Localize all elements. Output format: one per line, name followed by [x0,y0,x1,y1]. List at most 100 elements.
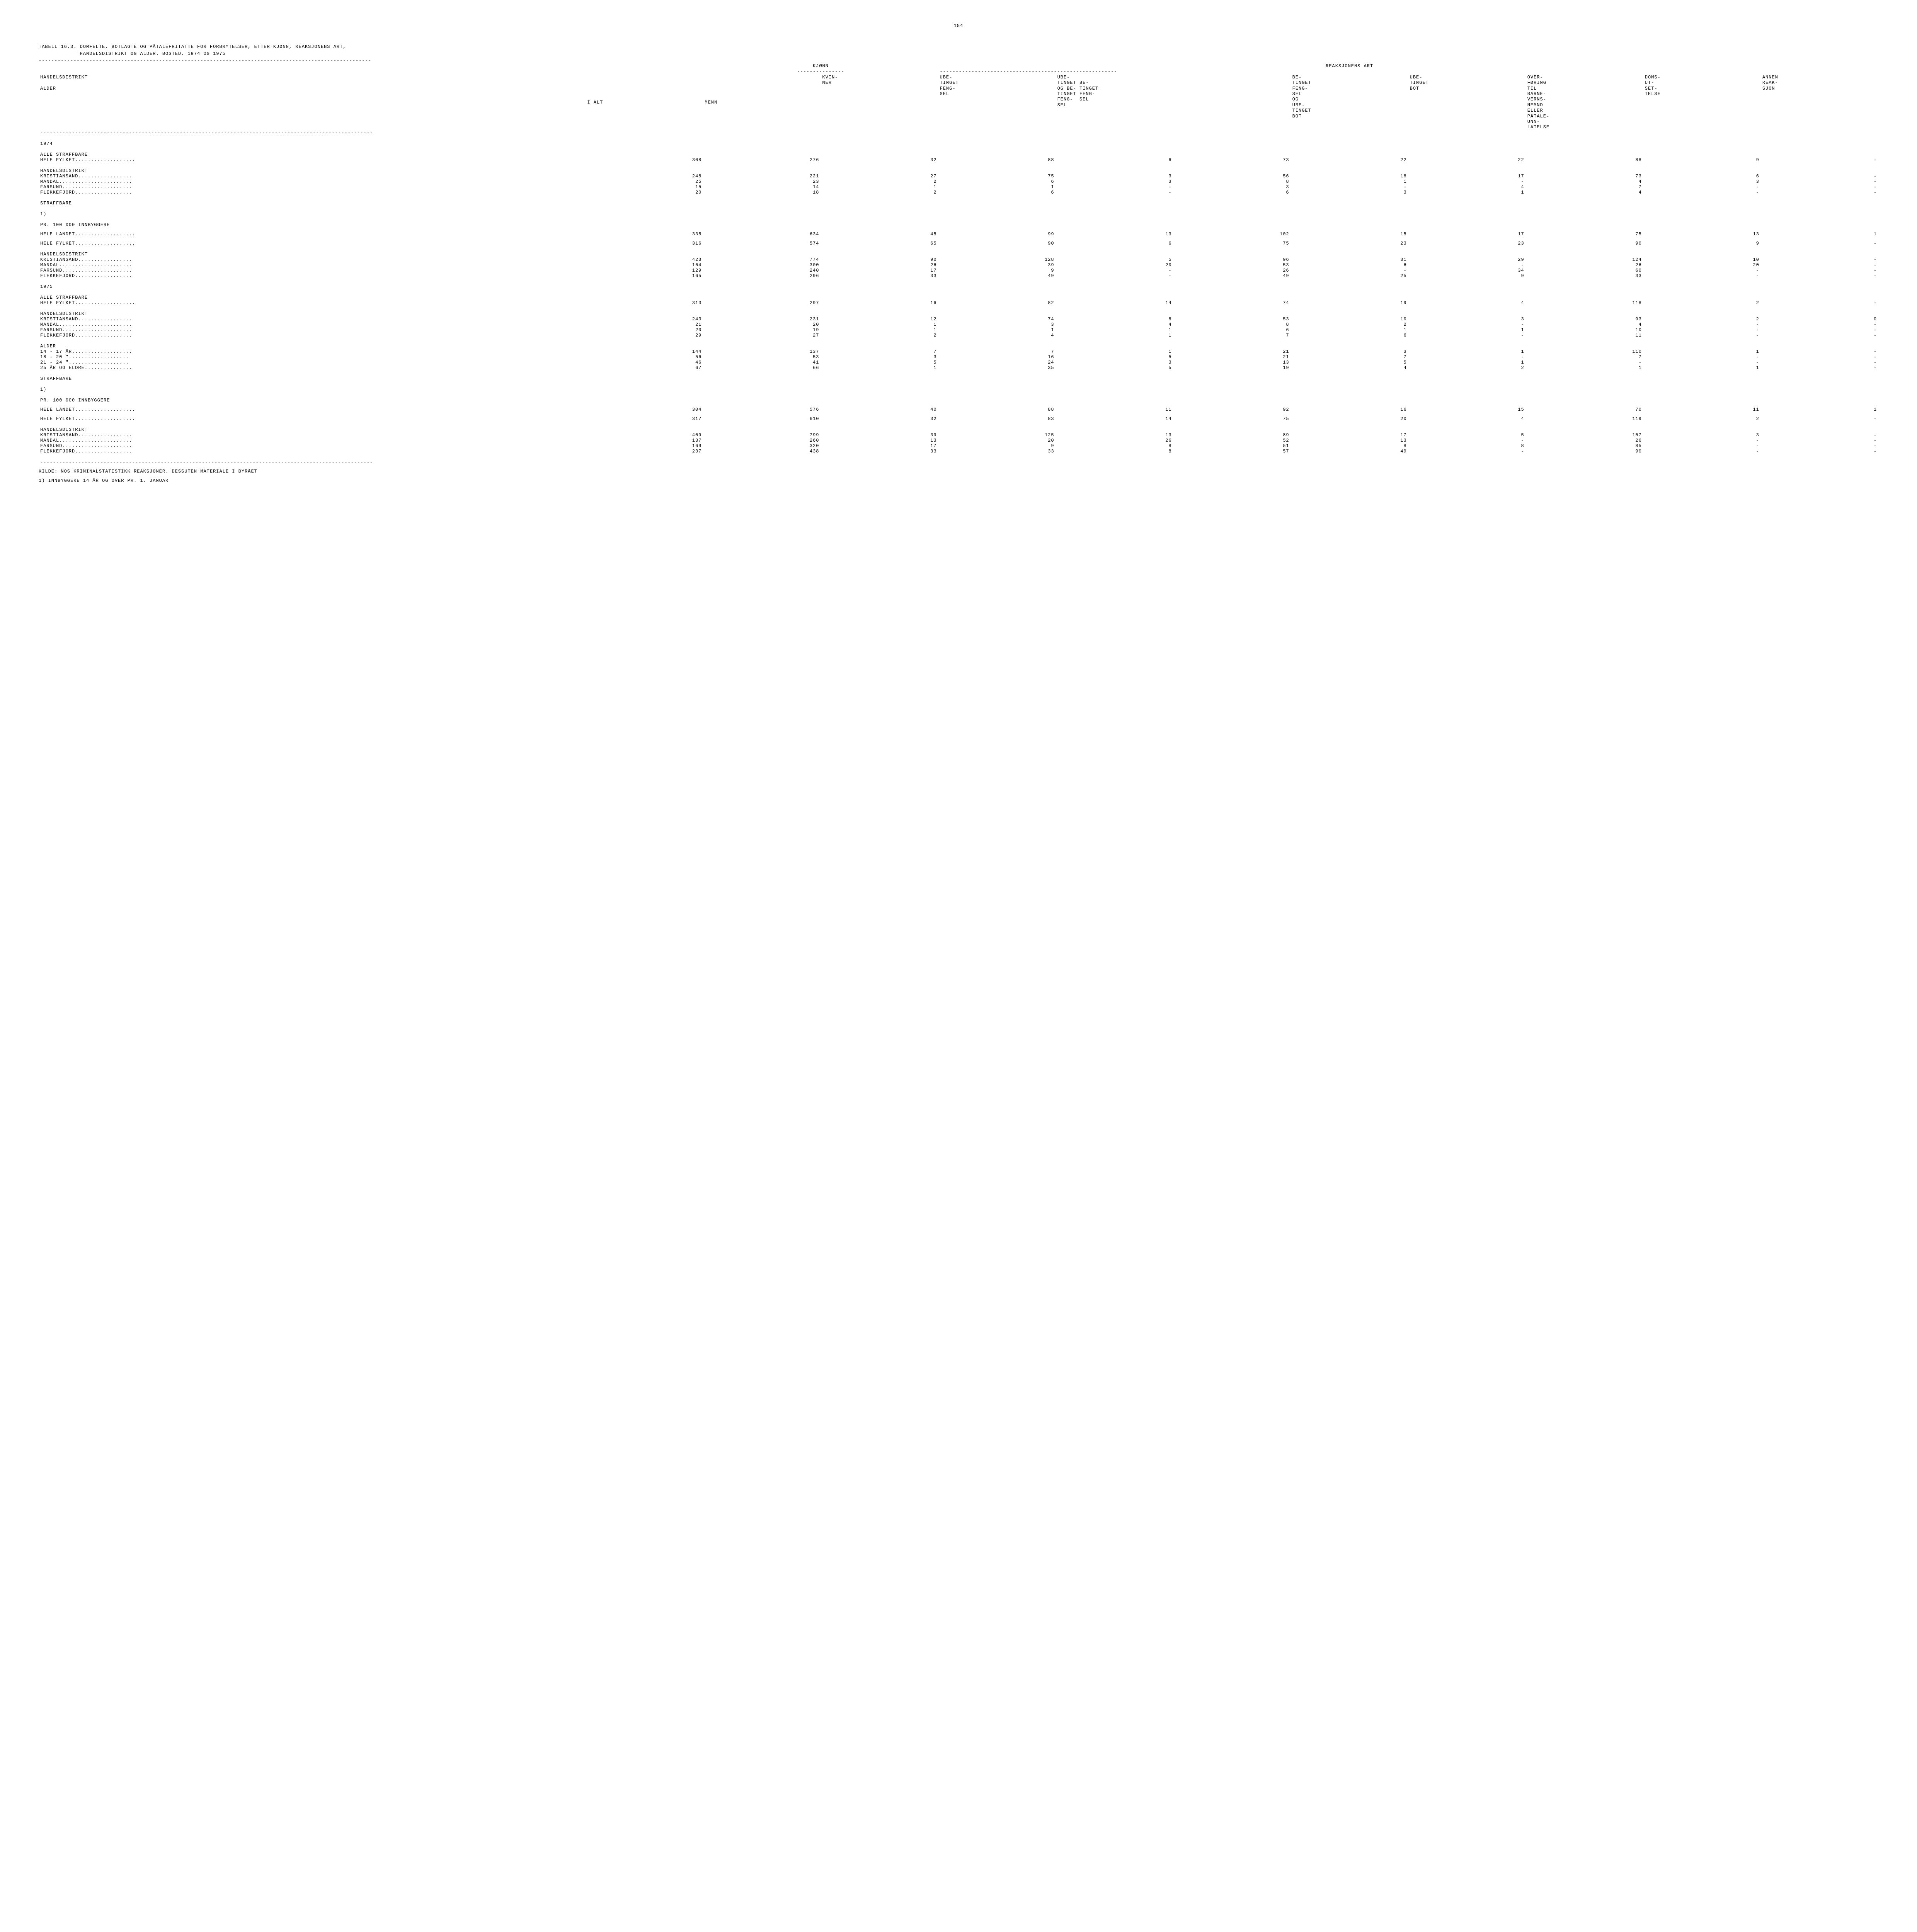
cell: 6 [1291,333,1408,338]
cell: 32 [821,416,938,422]
cell: 22 [1291,157,1408,163]
cell: 137 [703,349,821,354]
cell: 1 [1408,327,1526,333]
cell: 2 [1408,365,1526,371]
cell: - [1761,262,1878,268]
table-row: HELE FYLKET...................3165746590… [39,241,1878,246]
cell: 4 [1408,184,1526,190]
table-row: PR. 100 000 INNBYGGERE [39,217,1878,228]
cell: 70 [1526,407,1643,412]
cell: - [1761,268,1878,273]
row-label-bottom: ALDER [40,86,56,91]
section-heading: ALLE STRAFFBARE [39,146,1878,157]
table-row: FARSUND......................16932017985… [39,443,1878,449]
col-overforing: OVER- FØRING TIL BARNE- VERNS- NEMND ELL… [1526,75,1643,130]
cell: 17 [821,443,938,449]
cell: 1 [938,327,1056,333]
cell: 26 [1173,268,1291,273]
table-row: ALLE STRAFFBARE [39,146,1878,157]
cell: 128 [938,257,1056,262]
cell: 4 [1408,416,1526,422]
cell: 17 [1291,432,1408,438]
cell: 1 [1056,333,1173,338]
cell: 56 [586,354,703,360]
year-heading: 1975 [39,279,1878,289]
cell: 90 [821,257,938,262]
subrule-2: ----------------------------------------… [938,69,1878,74]
cell: 52 [1173,438,1291,443]
cell: 15 [1408,407,1526,412]
cell: 320 [703,443,821,449]
cell: 5 [1291,360,1408,365]
table-row: HANDELSDISTRIKT [39,306,1878,316]
cell: 6 [1173,327,1291,333]
cell: 221 [703,173,821,179]
cell: 1 [1408,360,1526,365]
cell: 10 [1526,327,1643,333]
table-row: FLEKKEFJORD..................292724176-1… [39,333,1878,338]
cell: - [1408,262,1526,268]
page-number: 154 [39,23,1878,29]
cell: 3 [1643,432,1761,438]
cell: - [1643,360,1761,365]
table-row: HELE LANDET...................3356344599… [39,231,1878,237]
cell: 53 [1173,316,1291,322]
table-row: 14 - 17 ÅR...................14413777121… [39,349,1878,354]
cell: 237 [586,449,703,454]
cell: 7 [938,349,1056,354]
row-label: FARSUND...................... [39,268,586,273]
cell: 297 [703,300,821,306]
cell: 35 [938,365,1056,371]
cell: 125 [938,432,1056,438]
section-heading: STRAFFBARE [39,371,1878,381]
table-row: HELE FYLKET...................3082763288… [39,157,1878,163]
cell: 1 [821,327,938,333]
col-domsutsettelse: DOMS- UT- SET- TELSE [1643,75,1761,130]
section-heading: ALLE STRAFFBARE [39,289,1878,300]
cell: 14 [1056,300,1173,306]
cell: 20 [1643,262,1761,268]
table-row: FARSUND......................20191116111… [39,327,1878,333]
cell: 144 [586,349,703,354]
cell: - [1408,179,1526,184]
cell: 66 [703,365,821,371]
cell: 3 [938,322,1056,327]
row-label: KRISTIANSAND................. [39,173,586,179]
table-row: 25 ÅR OG ELDRE...............67661355194… [39,365,1878,371]
cell: - [1761,179,1878,184]
cell: 5 [1056,354,1173,360]
row-label: FLEKKEFJORD.................. [39,333,586,338]
cell: 51 [1173,443,1291,449]
cell: 6 [938,190,1056,195]
cell: 164 [586,262,703,268]
cell: 24 [938,360,1056,365]
cell: 3 [1291,349,1408,354]
cell: - [1761,349,1878,354]
cell: 15 [1291,231,1408,237]
cell: 75 [1173,241,1291,246]
cell: 74 [1173,300,1291,306]
row-label: HELE FYLKET................... [39,300,586,306]
section-heading: HANDELSDISTRIKT [39,246,1878,257]
row-label: 21 - 24 "................... [39,360,586,365]
cell: - [1761,360,1878,365]
row-label: HELE FYLKET................... [39,241,586,246]
cell: 243 [586,316,703,322]
table-row: FLEKKEFJORD..................201826-6314… [39,190,1878,195]
cell: - [1761,354,1878,360]
cell: 3 [1408,316,1526,322]
cell: 96 [1173,257,1291,262]
row-label: MANDAL....................... [39,438,586,443]
cell: 13 [1643,231,1761,237]
table-title-line2: HANDELSDISTRIKT OG ALDER. BOSTED. 1974 O… [39,51,1878,56]
cell: 124 [1526,257,1643,262]
cell: - [1408,354,1526,360]
cell: 88 [1526,157,1643,163]
cell: 92 [1173,407,1291,412]
cell: 18 [703,190,821,195]
cell: - [1643,190,1761,195]
table-row: KRISTIANSAND.................24323112748… [39,316,1878,322]
cell: 4 [1526,179,1643,184]
cell: - [1761,241,1878,246]
cell: 8 [1291,443,1408,449]
